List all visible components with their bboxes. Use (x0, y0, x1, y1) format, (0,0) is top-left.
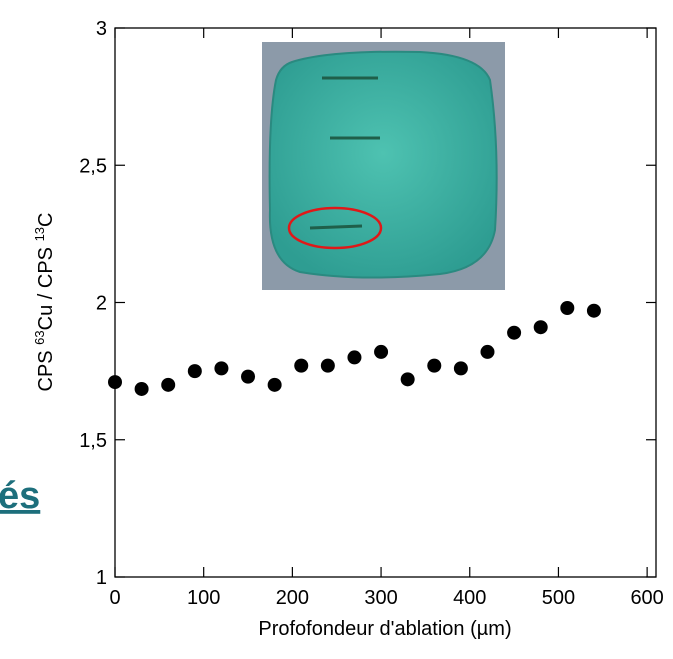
data-point (400, 372, 415, 387)
x-tick-label: 0 (109, 587, 120, 609)
x-tick-label: 400 (453, 587, 486, 609)
data-point (507, 325, 522, 340)
y-axis-label-part: 13 (32, 227, 47, 241)
x-tick-label: 200 (276, 587, 309, 609)
data-point (374, 344, 389, 359)
data-point (187, 364, 202, 379)
data-point (453, 361, 468, 376)
x-axis-label: Profofondeur d'ablation (µm) (258, 618, 511, 640)
y-tick-label: 1 (96, 567, 107, 589)
data-point (108, 375, 122, 390)
data-point (214, 361, 229, 376)
data-point (241, 369, 256, 384)
y-axis-label: CPS 63Cu / CPS 13C (32, 213, 57, 392)
x-tick-label: 600 (630, 587, 663, 609)
inset-photo (262, 42, 505, 290)
data-point (320, 358, 335, 373)
y-tick-label: 1,5 (79, 430, 107, 452)
data-point (560, 300, 575, 315)
y-axis-label-part: Cu / CPS (35, 241, 57, 330)
y-axis-label-part: CPS (35, 345, 57, 392)
data-point (134, 381, 149, 396)
x-tick-label: 300 (364, 587, 397, 609)
data-point (267, 377, 282, 392)
y-tick-label: 3 (96, 18, 107, 40)
data-point (480, 344, 495, 359)
y-tick-label: 2,5 (79, 155, 107, 177)
data-point (294, 358, 309, 373)
y-axis-label-part: 63 (32, 330, 47, 344)
overlay-text: és (0, 475, 40, 517)
data-point (427, 358, 442, 373)
y-tick-label: 2 (96, 293, 107, 315)
data-point (347, 350, 362, 365)
x-tick-label: 500 (542, 587, 575, 609)
x-tick-label: 100 (187, 587, 220, 609)
y-axis-label-part: C (35, 213, 57, 227)
data-point (161, 377, 176, 392)
data-point (586, 303, 601, 318)
data-point (533, 320, 548, 335)
